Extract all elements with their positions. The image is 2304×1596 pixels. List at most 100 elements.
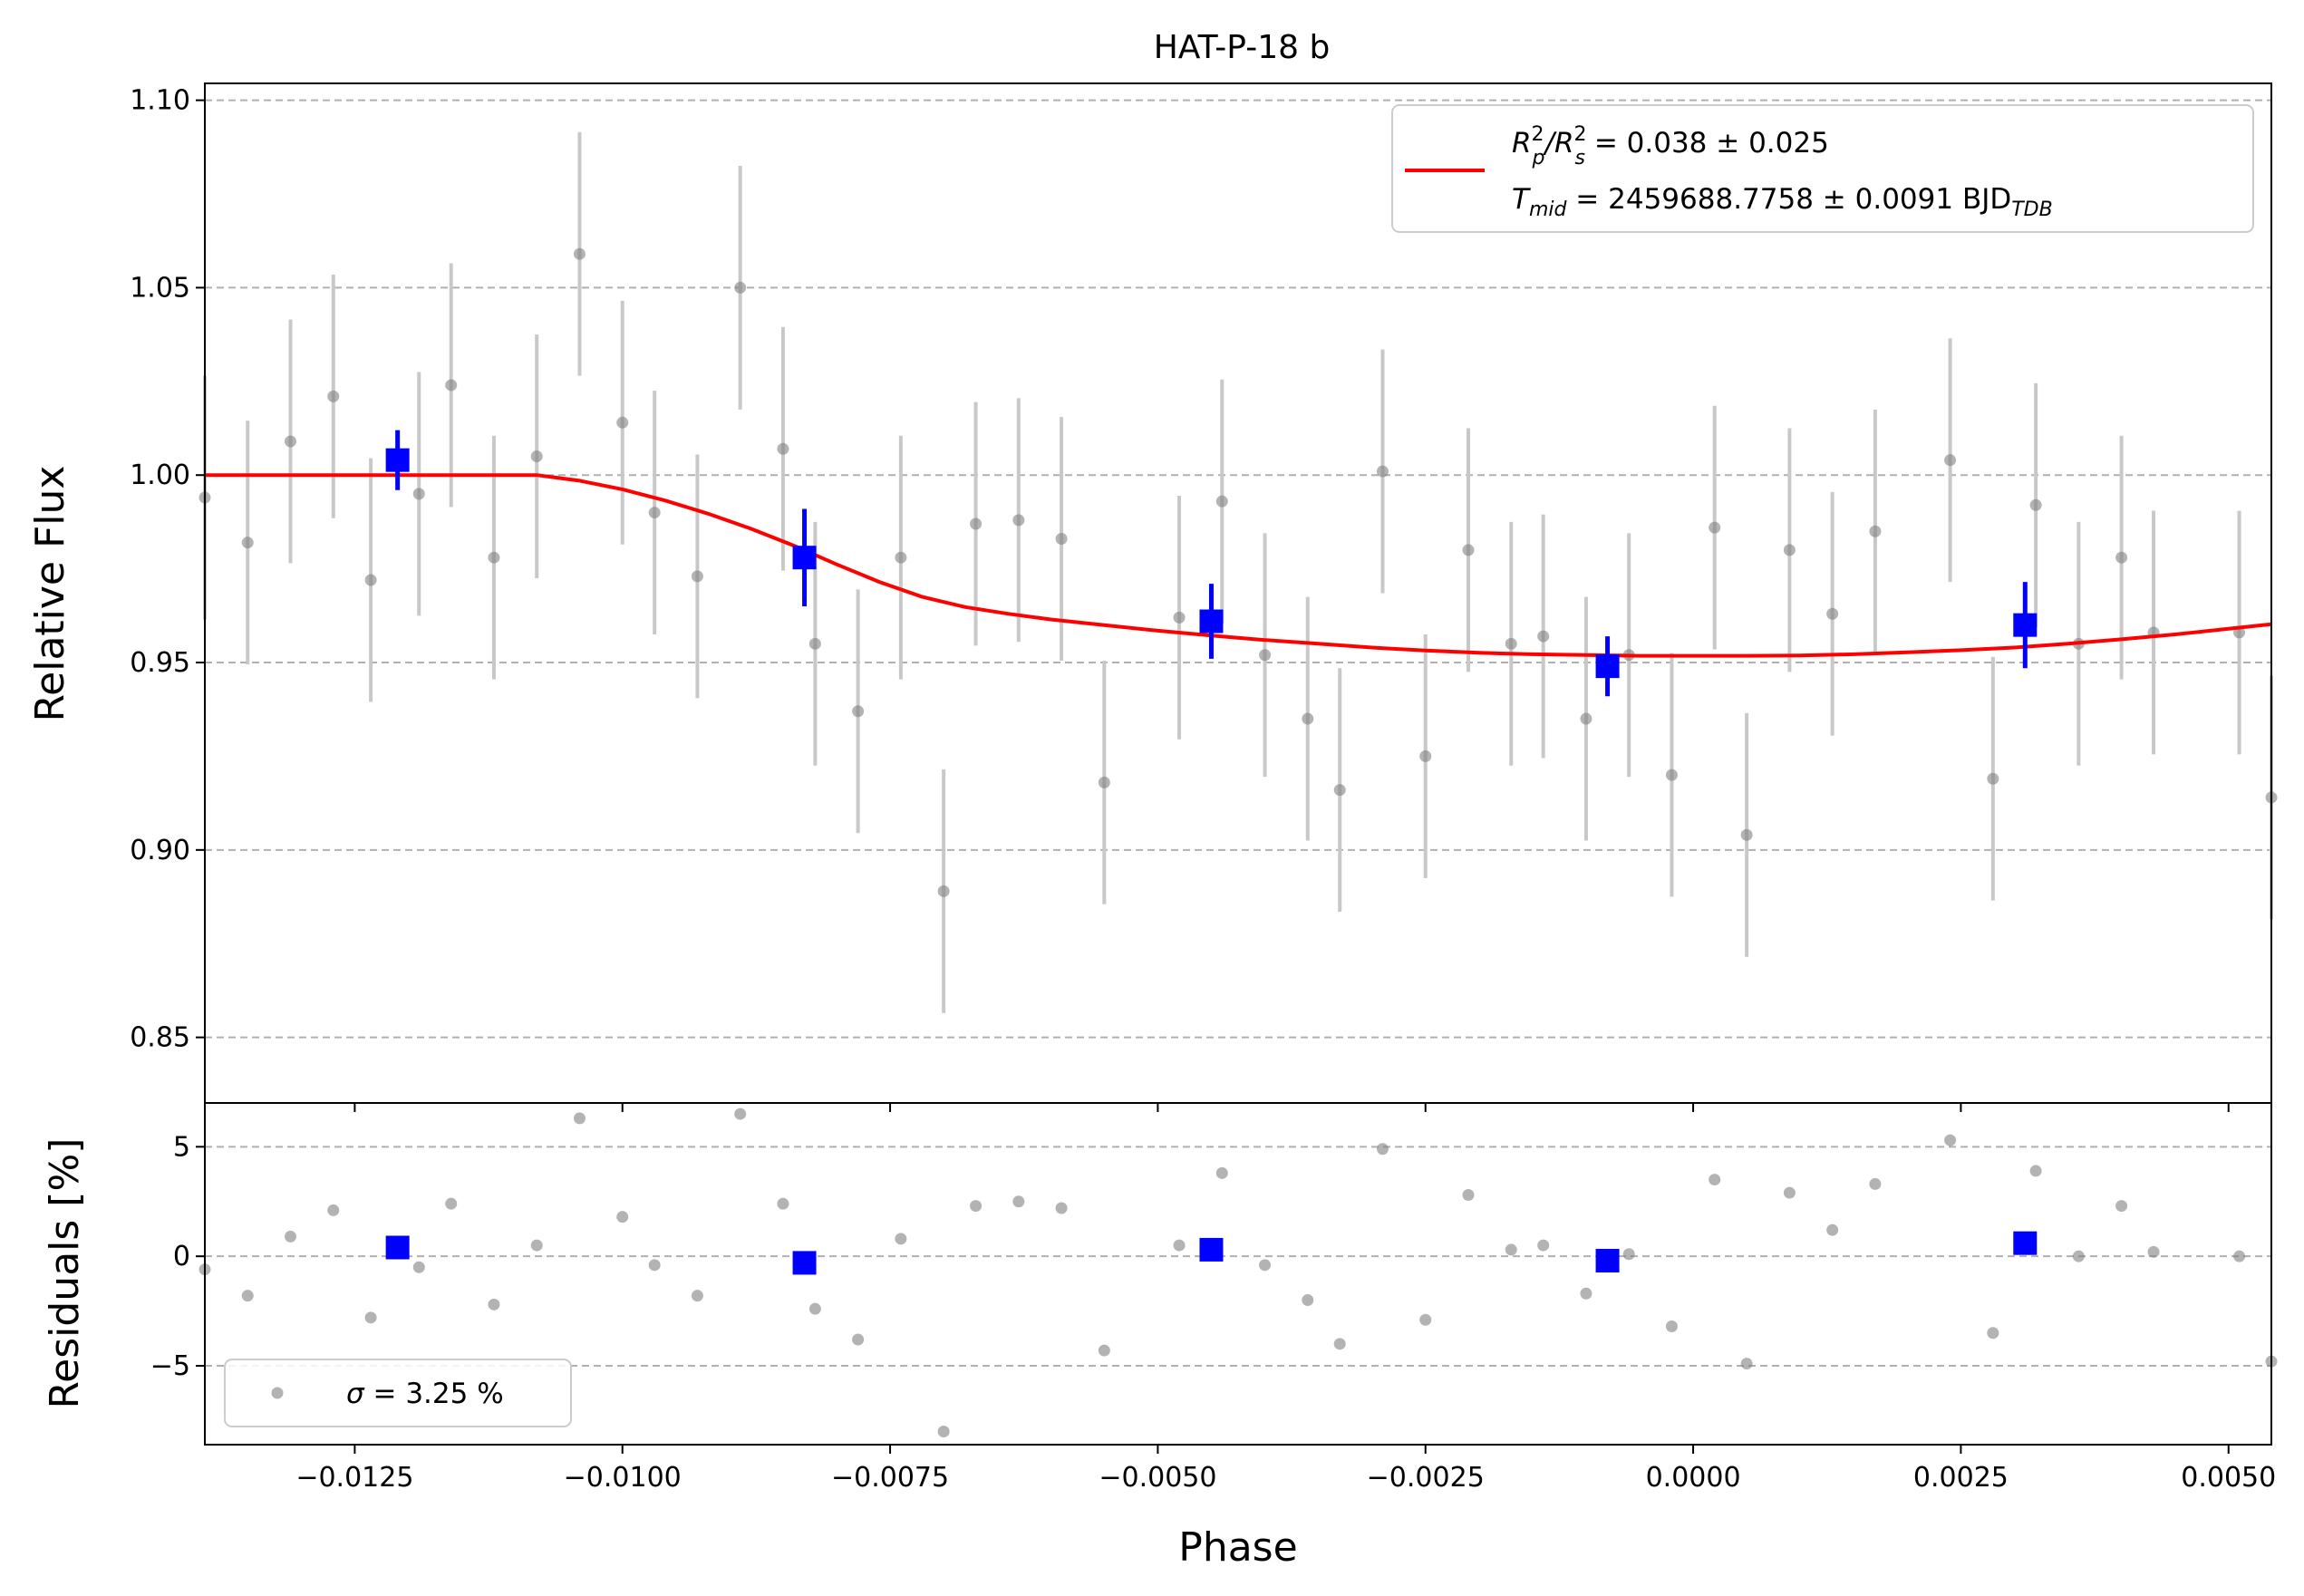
raw-data-point bbox=[364, 574, 377, 586]
residual-raw-point bbox=[1012, 1195, 1025, 1208]
residual-raw-point bbox=[1505, 1243, 1517, 1256]
raw-data-point bbox=[1505, 637, 1517, 650]
main-panel-binned-points bbox=[385, 430, 2038, 697]
residual-raw-point bbox=[734, 1108, 747, 1120]
raw-data-point bbox=[1419, 750, 1432, 762]
residual-raw-point bbox=[2029, 1165, 2042, 1177]
residual-raw-point bbox=[1987, 1327, 1999, 1340]
binned-data-point bbox=[792, 546, 817, 570]
binned-data-point bbox=[1595, 654, 1620, 679]
binned-data-point bbox=[2013, 613, 2038, 637]
binned-data-point bbox=[1199, 609, 1224, 634]
residual-binned-point bbox=[1595, 1249, 1620, 1272]
residual-raw-point bbox=[1259, 1259, 1272, 1272]
residual-raw-point bbox=[285, 1230, 297, 1243]
residual-raw-point bbox=[1333, 1338, 1346, 1350]
raw-data-point bbox=[1709, 521, 1721, 534]
residual-raw-point bbox=[1215, 1166, 1228, 1179]
residual-raw-point bbox=[808, 1302, 821, 1315]
raw-data-point bbox=[895, 551, 907, 564]
residual-raw-point bbox=[937, 1426, 950, 1437]
residual-raw-point bbox=[1622, 1248, 1635, 1261]
residual-raw-point bbox=[241, 1290, 254, 1302]
residual-raw-point bbox=[1869, 1177, 1882, 1190]
raw-data-point bbox=[1580, 712, 1592, 725]
residual-raw-point bbox=[1740, 1358, 1753, 1370]
x-axis-label: Phase bbox=[1178, 1524, 1297, 1571]
residual-raw-point bbox=[2115, 1200, 2128, 1213]
binned-data-point bbox=[385, 448, 410, 472]
residual-raw-point bbox=[1826, 1224, 1839, 1236]
main-y-tick-label: 1.10 bbox=[130, 85, 190, 117]
residual-panel-binned-points bbox=[385, 1231, 2038, 1275]
raw-data-point bbox=[2029, 498, 2042, 511]
raw-data-point bbox=[970, 517, 983, 530]
x-tick-label: −0.0075 bbox=[831, 1462, 949, 1494]
raw-data-point bbox=[488, 551, 500, 564]
legend-sigma-text: σ = 3.25 % bbox=[346, 1378, 504, 1410]
residual-raw-point bbox=[970, 1200, 983, 1213]
residual-raw-point bbox=[2233, 1250, 2246, 1262]
residual-raw-point bbox=[2072, 1250, 2085, 1262]
raw-data-point bbox=[1987, 772, 1999, 785]
residual-y-tick-label: 5 bbox=[173, 1131, 190, 1163]
residual-binned-point bbox=[2013, 1231, 2038, 1255]
raw-data-point bbox=[616, 416, 629, 429]
raw-data-point bbox=[937, 885, 950, 897]
residual-raw-point bbox=[573, 1112, 586, 1125]
x-tick-label: 0.0025 bbox=[1913, 1462, 2009, 1494]
residual-legend-box bbox=[224, 1359, 572, 1427]
raw-data-point bbox=[1173, 611, 1186, 624]
residual-raw-point bbox=[412, 1261, 425, 1273]
residual-panel-x-ticks: −0.0125 −0.0100 −0.0075 −0.0050 −0.0025 0.000… bbox=[295, 1445, 2276, 1494]
residual-raw-point bbox=[1783, 1186, 1796, 1199]
main-legend: R2 p/R2 s = 0.038 ± 0.025 Tmid = 2459688.7… bbox=[1391, 104, 2254, 233]
residual-raw-point bbox=[327, 1204, 340, 1216]
residual-raw-point bbox=[777, 1197, 789, 1210]
raw-data-point bbox=[691, 570, 703, 583]
raw-data-point bbox=[327, 390, 340, 402]
raw-data-point bbox=[530, 450, 543, 463]
raw-data-point bbox=[1462, 544, 1475, 556]
residual-binned-point bbox=[385, 1235, 410, 1260]
raw-data-point bbox=[777, 442, 789, 455]
raw-data-point bbox=[1376, 465, 1389, 478]
main-legend-box bbox=[1391, 104, 2254, 233]
raw-data-point bbox=[1215, 495, 1228, 508]
residual-raw-point bbox=[616, 1211, 629, 1224]
raw-data-point bbox=[1869, 525, 1882, 537]
raw-data-point bbox=[852, 705, 865, 718]
x-tick-label: −0.0100 bbox=[564, 1462, 682, 1494]
residual-panel-y-ticks: −5 0 5 bbox=[150, 1131, 205, 1382]
main-panel-x-ticks bbox=[353, 1103, 2230, 1112]
raw-data-point bbox=[648, 507, 661, 519]
residual-y-axis-label: Residuals [%] bbox=[42, 1138, 88, 1409]
residual-raw-point bbox=[364, 1311, 377, 1324]
main-y-tick-label: 0.90 bbox=[130, 835, 190, 866]
residual-legend: σ = 3.25 % bbox=[224, 1359, 572, 1427]
residual-raw-point bbox=[852, 1333, 865, 1346]
x-tick-label: 0.0050 bbox=[2181, 1462, 2276, 1494]
main-y-axis-label: Relative Flux bbox=[27, 466, 73, 722]
raw-data-point bbox=[1944, 454, 1957, 467]
transit-model-line bbox=[205, 473, 2272, 658]
residual-panel-frame bbox=[204, 1102, 2272, 1446]
residual-raw-point bbox=[1665, 1320, 1678, 1332]
raw-data-point bbox=[1740, 828, 1753, 841]
main-y-tick-label: 0.85 bbox=[130, 1022, 190, 1054]
residual-raw-point bbox=[1462, 1189, 1475, 1201]
residual-raw-point bbox=[1098, 1344, 1110, 1357]
raw-data-point bbox=[285, 435, 297, 448]
legend-residual-marker bbox=[271, 1387, 284, 1399]
main-y-tick-label: 1.00 bbox=[130, 459, 190, 491]
residual-raw-point bbox=[1173, 1239, 1186, 1252]
residual-binned-point bbox=[1199, 1237, 1224, 1262]
raw-data-point bbox=[1055, 533, 1068, 546]
raw-data-point bbox=[1333, 784, 1346, 797]
main-panel-model-curve bbox=[205, 473, 2272, 658]
residual-raw-point bbox=[2147, 1245, 2160, 1258]
raw-data-point bbox=[734, 281, 747, 294]
residual-panel-raw-points bbox=[198, 1108, 2278, 1437]
residual-raw-point bbox=[691, 1290, 703, 1302]
residual-raw-point bbox=[1376, 1143, 1389, 1156]
